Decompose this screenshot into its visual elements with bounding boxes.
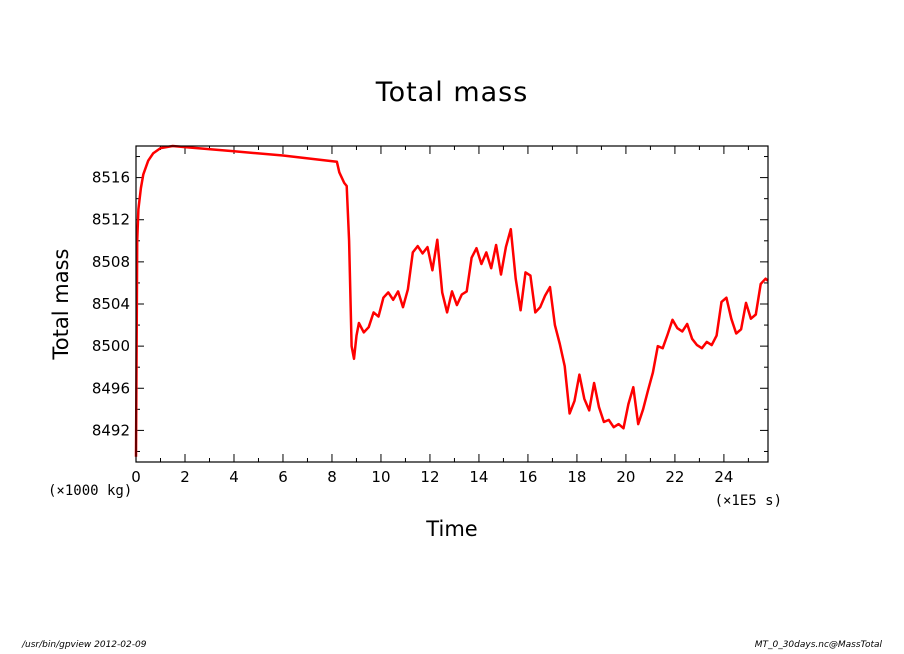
axis-ticks: 0 2 4 6 8 10 12 14 16 18 20 22 248492849685008504850… (92, 146, 768, 486)
y-tick-label: 8492 (92, 421, 130, 439)
y-tick-label: 8500 (92, 337, 130, 355)
footer-source: MT_0_30days.nc@MassTotal (754, 640, 882, 650)
x-tick-label: 22 (665, 468, 684, 486)
y-tick-label: 8516 (92, 169, 130, 187)
plot-frame (135, 145, 769, 463)
chart-title: Total mass (375, 77, 529, 108)
x-tick-label: 0 (131, 468, 141, 486)
y-axis-label: Total mass (49, 249, 73, 361)
y-tick-label: 8504 (92, 295, 130, 313)
x-tick-label: 20 (616, 468, 635, 486)
x-tick-label: 8 (327, 468, 337, 486)
x-tick-label: 2 (180, 468, 190, 486)
y-tick-label: 8512 (92, 211, 130, 229)
x-tick-label: 24 (714, 468, 733, 486)
y-tick-label: 8508 (92, 253, 130, 271)
y-tick-label: 8496 (92, 379, 130, 397)
x-tick-label: 12 (420, 468, 439, 486)
series-line (134, 144, 769, 457)
x-tick-label: 16 (518, 468, 537, 486)
x-tick-label: 18 (567, 468, 586, 486)
footer-command: /usr/bin/gpview 2012-02-09 (22, 640, 147, 650)
x-tick-label: 14 (469, 468, 488, 486)
x-tick-label: 4 (229, 468, 239, 486)
x-axis-label: Time (425, 517, 477, 541)
x-unit-label: (×1E5 s) (715, 493, 782, 509)
x-tick-label: 6 (278, 468, 288, 486)
y-unit-label: (×1000 kg) (48, 483, 132, 499)
x-tick-label: 10 (371, 468, 390, 486)
data-series (134, 144, 769, 457)
